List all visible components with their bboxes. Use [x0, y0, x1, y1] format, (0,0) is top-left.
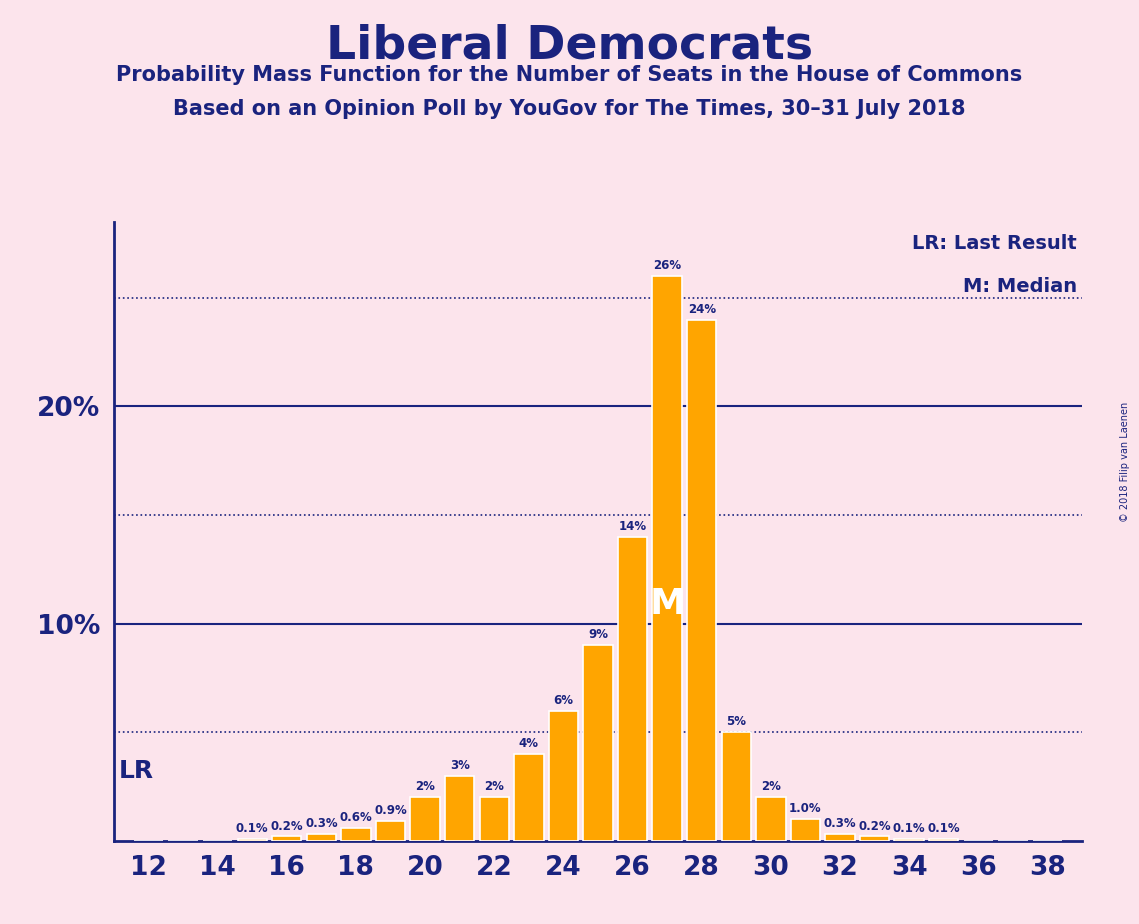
Text: 0.3%: 0.3% [305, 818, 337, 831]
Text: 0.6%: 0.6% [339, 811, 372, 824]
Text: 0.1%: 0.1% [893, 821, 926, 834]
Bar [376, 821, 405, 841]
Text: Probability Mass Function for the Number of Seats in the House of Commons: Probability Mass Function for the Number… [116, 65, 1023, 85]
Bar [583, 645, 613, 841]
Text: 0.9%: 0.9% [374, 805, 407, 818]
Bar [722, 732, 751, 841]
Text: 14%: 14% [618, 520, 647, 533]
Text: 2%: 2% [484, 781, 505, 794]
Text: Based on an Opinion Poll by YouGov for The Times, 30–31 July 2018: Based on an Opinion Poll by YouGov for T… [173, 99, 966, 119]
Bar [410, 797, 440, 841]
Bar [306, 834, 336, 841]
Text: 2%: 2% [415, 781, 435, 794]
Bar [790, 819, 820, 841]
Text: 4%: 4% [519, 737, 539, 750]
Text: LR: LR [120, 760, 154, 784]
Bar [687, 320, 716, 841]
Text: © 2018 Filip van Laenen: © 2018 Filip van Laenen [1120, 402, 1130, 522]
Bar [826, 834, 854, 841]
Bar [480, 797, 509, 841]
Bar [445, 775, 474, 841]
Text: 0.2%: 0.2% [270, 820, 303, 833]
Bar [549, 711, 579, 841]
Text: M: Median: M: Median [964, 277, 1077, 297]
Text: M: M [649, 587, 686, 621]
Text: 1.0%: 1.0% [789, 802, 821, 815]
Text: 24%: 24% [688, 302, 715, 316]
Bar [617, 537, 647, 841]
Bar [272, 836, 302, 841]
Bar [238, 839, 267, 841]
Bar [756, 797, 786, 841]
Text: 9%: 9% [588, 628, 608, 641]
Bar [894, 839, 924, 841]
Text: Liberal Democrats: Liberal Democrats [326, 23, 813, 68]
Bar [653, 276, 682, 841]
Text: LR: Last Result: LR: Last Result [912, 234, 1077, 253]
Text: 0.1%: 0.1% [236, 821, 269, 834]
Bar [860, 836, 890, 841]
Bar [342, 828, 370, 841]
Text: 5%: 5% [727, 715, 746, 728]
Text: 2%: 2% [761, 781, 781, 794]
Text: 3%: 3% [450, 759, 469, 772]
Text: 6%: 6% [554, 694, 573, 707]
Text: 0.3%: 0.3% [823, 818, 857, 831]
Text: 0.1%: 0.1% [927, 821, 960, 834]
Text: 26%: 26% [653, 259, 681, 273]
Bar [514, 754, 543, 841]
Text: 0.2%: 0.2% [859, 820, 891, 833]
Bar [929, 839, 958, 841]
